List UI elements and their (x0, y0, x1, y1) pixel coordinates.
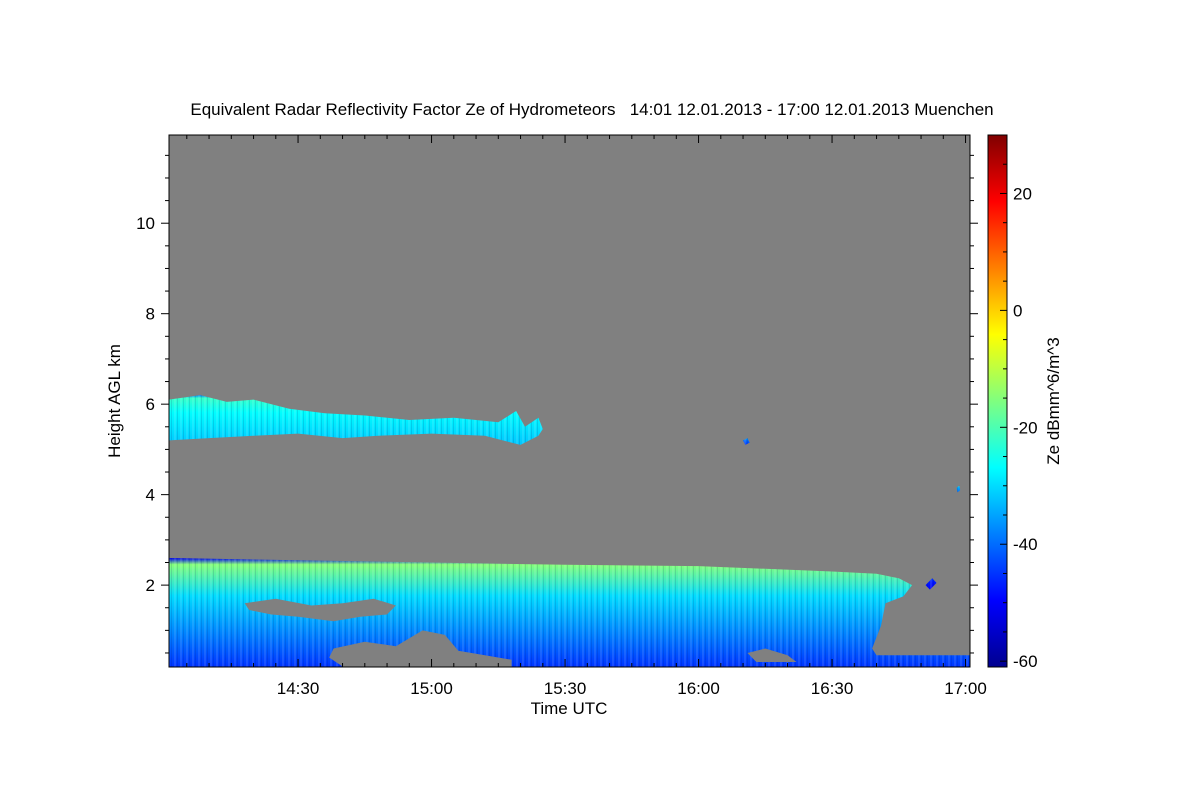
x-tick-label: 16:30 (811, 679, 854, 698)
y-tick-label: 2 (146, 576, 155, 595)
x-tick-label: 15:30 (544, 679, 587, 698)
no-echo-gap (244, 598, 396, 622)
x-tick-label: 15:00 (410, 679, 453, 698)
colorbar-label: Ze dBmm^6/m^3 (1044, 337, 1063, 464)
y-tick-label: 4 (146, 486, 155, 505)
plot-frame (168, 134, 971, 668)
colorbar-tick-label: -60 (1013, 652, 1038, 671)
colorbar-tick-label: -40 (1013, 535, 1038, 554)
chart-title: Equivalent Radar Reflectivity Factor Ze … (190, 100, 993, 119)
colorbar-tick-label: 20 (1013, 184, 1032, 203)
lower-cloud-layer-texture (169, 558, 970, 667)
x-tick-label: 14:30 (277, 679, 320, 698)
y-tick-label: 8 (146, 305, 155, 324)
colorbar-tick-label: -20 (1013, 418, 1038, 437)
colorbar (987, 134, 1008, 668)
x-axis-label: Time UTC (531, 699, 608, 718)
x-tick-label: 16:00 (677, 679, 720, 698)
no-echo-gap (747, 648, 797, 662)
isolated-echo-texture (743, 438, 750, 445)
y-tick-label: 6 (146, 395, 155, 414)
upper-cloud-layer-texture (169, 395, 543, 445)
y-tick-label: 10 (136, 214, 155, 233)
y-axis-label: Height AGL km (105, 344, 124, 458)
isolated-echo-texture (925, 578, 937, 590)
isolated-echo-texture (956, 485, 961, 493)
no-echo-gap (329, 630, 512, 667)
x-tick-label: 17:00 (944, 679, 987, 698)
colorbar-tick-label: 0 (1013, 301, 1022, 320)
